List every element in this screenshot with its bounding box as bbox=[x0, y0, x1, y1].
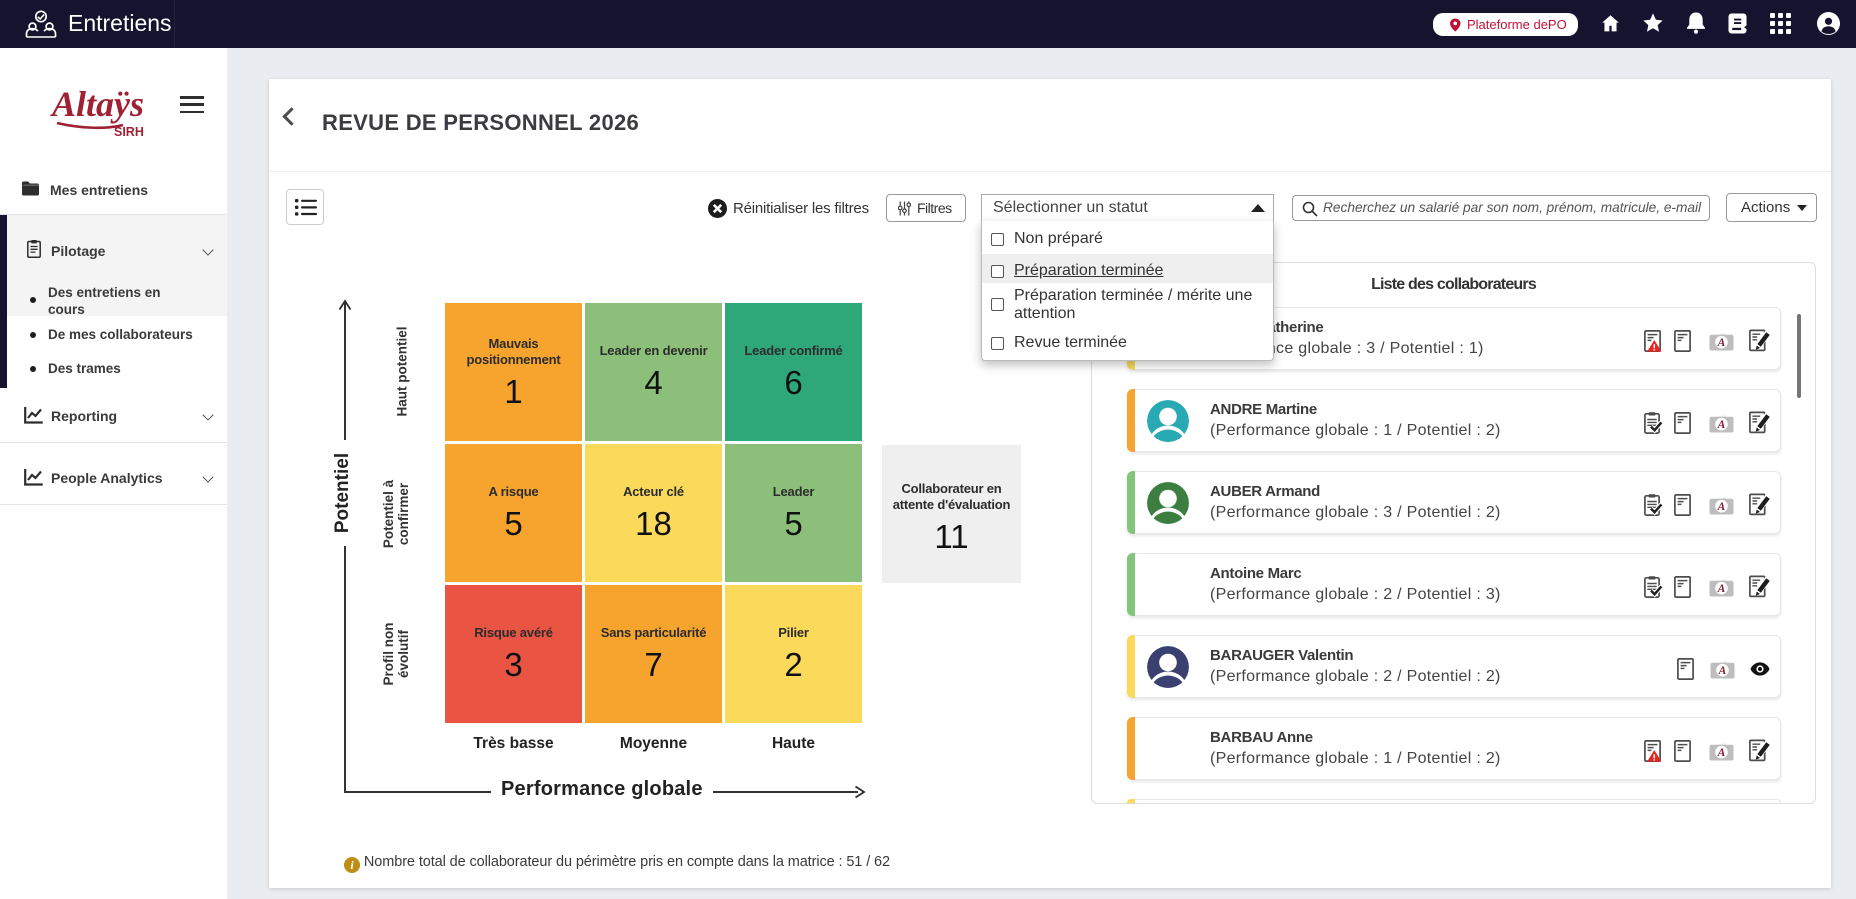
svg-text:A: A bbox=[1717, 583, 1726, 595]
svg-text:SIRH: SIRH bbox=[114, 125, 144, 139]
svg-text:A: A bbox=[1717, 747, 1726, 759]
svg-text:A: A bbox=[1718, 665, 1727, 677]
svg-text:A: A bbox=[1717, 337, 1726, 349]
svg-text:A: A bbox=[1717, 501, 1726, 513]
svg-text:Altaÿs: Altaÿs bbox=[50, 84, 144, 124]
svg-text:A: A bbox=[1717, 419, 1726, 431]
